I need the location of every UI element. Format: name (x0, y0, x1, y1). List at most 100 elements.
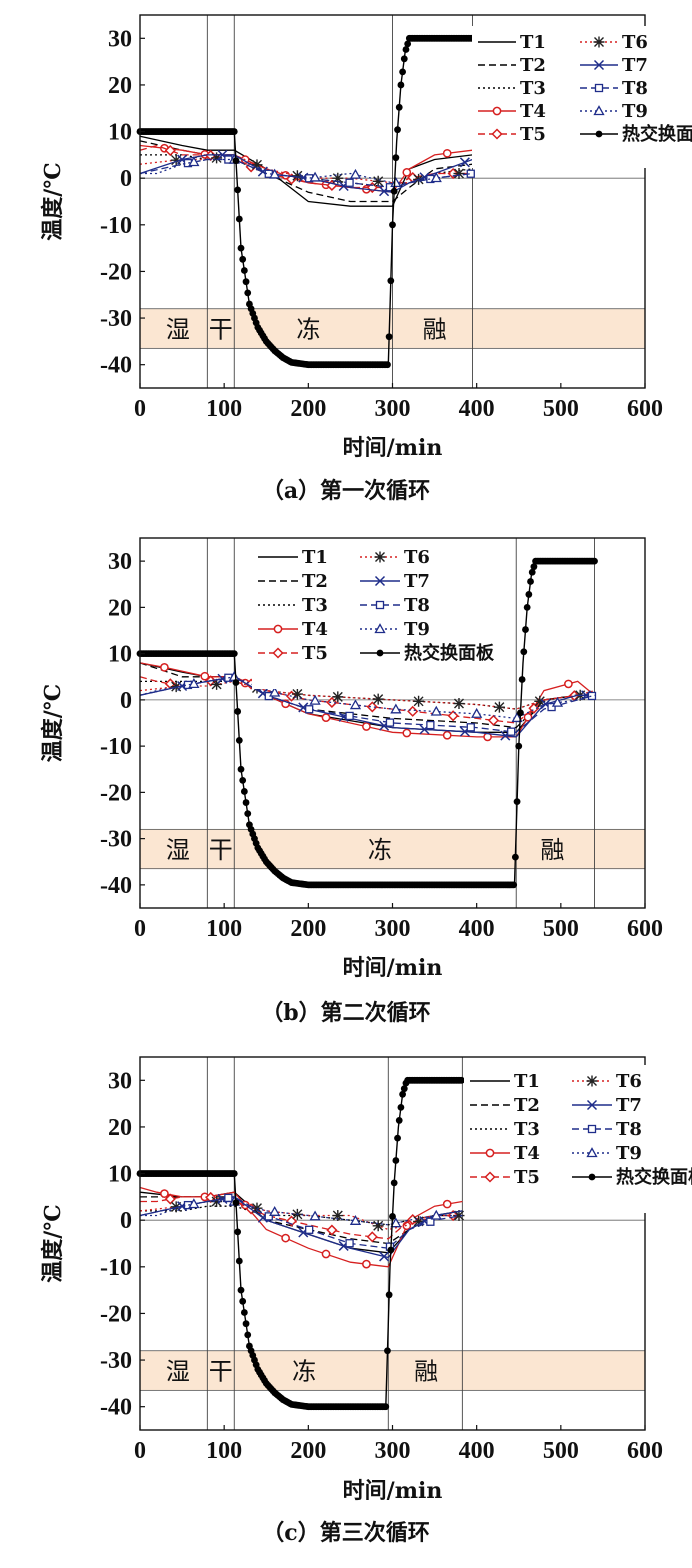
data-point (385, 1291, 393, 1299)
legend-background (464, 1065, 688, 1213)
legend-label: T6 (616, 1071, 642, 1092)
data-point (534, 695, 546, 707)
data-point (400, 55, 408, 63)
legend-item-热交换面板: 热交换面板 (572, 1166, 692, 1188)
y-axis-label: 温度/℃ (40, 1204, 66, 1282)
legend-marker (491, 128, 503, 140)
phase-band (139, 1350, 646, 1391)
data-point (345, 178, 354, 187)
data-point (188, 678, 200, 688)
data-point (211, 152, 223, 164)
legend-label: T1 (520, 32, 546, 53)
y-tick-label: 10 (108, 120, 132, 146)
phase-label: 冻 (296, 316, 320, 344)
data-point (517, 709, 524, 717)
x-axis-label: 时间/min (343, 955, 443, 981)
legend-item-热交换面板: 热交换面板 (360, 642, 495, 664)
legend-item-T4: T4 (258, 619, 328, 640)
data-point (507, 727, 516, 736)
data-point (160, 1189, 169, 1198)
phase-label: 融 (423, 316, 447, 344)
data-point (239, 255, 247, 263)
data-point (392, 1157, 400, 1164)
data-point (234, 186, 242, 194)
legend-label: T4 (514, 1143, 540, 1164)
data-point (269, 168, 281, 179)
legend-label: T3 (514, 1119, 540, 1140)
x-tick-label: 0 (134, 1438, 146, 1464)
series-T2 (139, 140, 473, 203)
y-axis-label: 温度/℃ (40, 684, 66, 762)
data-point (230, 1170, 238, 1177)
data-point (235, 736, 243, 744)
x-tick-label: 0 (134, 396, 146, 422)
series-line (139, 144, 473, 189)
legend-label: T4 (520, 101, 546, 122)
legend-label: T4 (302, 619, 328, 640)
y-tick-label: 10 (108, 1162, 132, 1188)
x-tick-label: 200 (290, 396, 326, 422)
data-point (387, 1246, 395, 1254)
y-tick-label: -30 (100, 306, 132, 332)
legend-label: T5 (302, 643, 328, 664)
data-point (291, 688, 303, 700)
y-tick-label: 20 (108, 1115, 132, 1141)
y-tick-label: 0 (120, 1208, 132, 1234)
data-point (291, 170, 303, 182)
data-point (520, 648, 528, 656)
legend-label: T9 (622, 101, 648, 122)
data-point (385, 333, 393, 341)
data-point (366, 1231, 378, 1243)
series-T1 (139, 135, 473, 207)
legend-marker (375, 600, 385, 610)
legend-item-T9: T9 (580, 101, 648, 122)
data-point (237, 1286, 245, 1294)
x-axis-label: 时间/min (343, 1478, 443, 1504)
data-point (264, 1212, 273, 1221)
data-point (510, 881, 518, 889)
x-tick-label: 100 (206, 396, 242, 422)
x-tick-label: 300 (375, 1438, 411, 1464)
legend-label: 热交换面板 (404, 642, 495, 664)
data-point (413, 695, 425, 707)
x-tick-label: 400 (459, 916, 495, 942)
data-point (487, 714, 500, 726)
legend-background (472, 26, 692, 168)
data-point (345, 711, 354, 721)
y-tick-label: -20 (100, 780, 132, 806)
figure-caption: （b）第二次循环 (261, 1000, 430, 1026)
data-point (269, 686, 281, 697)
data-point (235, 1257, 243, 1265)
x-tick-label: 100 (206, 916, 242, 942)
data-point (242, 799, 250, 806)
data-point (394, 126, 401, 134)
data-point (240, 1309, 248, 1316)
data-point (587, 691, 597, 701)
data-point (372, 1220, 384, 1232)
data-point (527, 578, 534, 585)
data-point (511, 853, 519, 861)
legend-marker (376, 649, 384, 657)
phase-label: 干 (209, 1358, 233, 1386)
data-point (242, 1320, 250, 1328)
data-point (170, 154, 182, 166)
data-point (232, 1199, 240, 1207)
data-point (389, 221, 396, 229)
x-tick-label: 200 (290, 916, 326, 942)
legend-marker (593, 59, 605, 71)
data-point (390, 1217, 402, 1228)
data-point (466, 723, 475, 732)
data-point (188, 156, 200, 167)
data-point (453, 698, 465, 710)
legend-item-T1: T1 (470, 1071, 540, 1092)
y-tick-label: -40 (100, 353, 132, 379)
data-point (332, 1210, 344, 1222)
data-point (453, 168, 465, 180)
data-point (442, 1199, 452, 1209)
data-point (407, 705, 419, 717)
y-tick-label: 10 (108, 642, 132, 668)
data-point (399, 68, 406, 76)
data-point (426, 720, 435, 730)
data-point (332, 691, 344, 703)
